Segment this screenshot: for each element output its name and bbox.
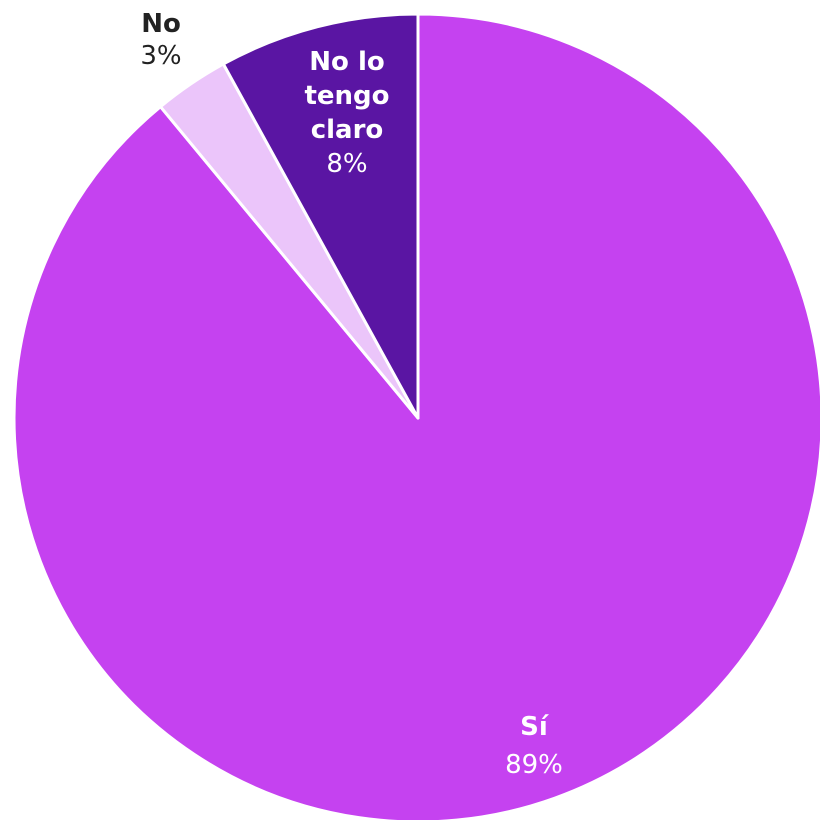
pie-labels: Sí 89% No 3% No lo tengo claro 8%: [140, 9, 563, 780]
slice-name-line: Sí: [520, 712, 550, 742]
slice-value: 3%: [140, 41, 181, 71]
slice-label-1: No 3%: [140, 9, 181, 71]
slice-name-line: No: [141, 9, 181, 39]
slice-value: 8%: [326, 149, 367, 179]
slice-name-line: No lo: [309, 47, 384, 77]
pie-slices: [12, 12, 820, 820]
slice-name-line: tengo: [304, 81, 389, 111]
slice-label-2: No lo tengo claro 8%: [304, 47, 389, 179]
pie-slice-2: [221, 12, 420, 420]
slice-label-0: Sí 89%: [505, 712, 563, 780]
slice-value: 89%: [505, 750, 563, 780]
slice-name-line: claro: [311, 115, 384, 145]
